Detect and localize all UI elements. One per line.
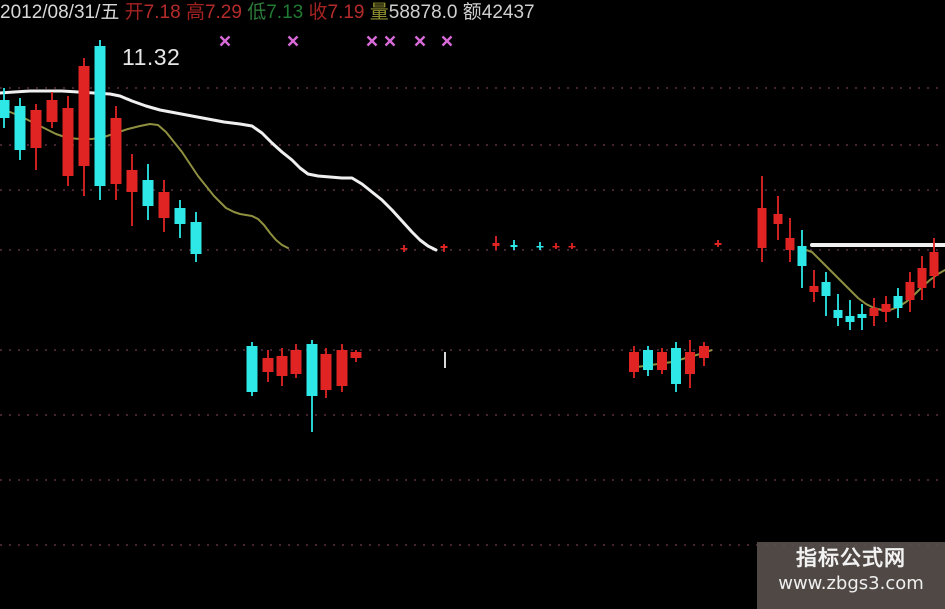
lower-left-candle-6	[336, 344, 348, 392]
main-candle-11	[174, 200, 186, 238]
right-candle-4	[809, 270, 819, 302]
right-candle-1	[773, 196, 783, 240]
lower-left-candle-5	[320, 348, 332, 398]
main-candle-2	[30, 104, 42, 170]
lower-left-candle-4	[306, 340, 318, 432]
site-watermark: 指标公式网 www.zbgs3.com	[757, 542, 945, 609]
main-candle-0	[0, 88, 10, 128]
kline-plot-area[interactable]	[0, 26, 945, 609]
marker-x-5	[441, 35, 453, 47]
right-candle-8	[857, 304, 867, 330]
quote-volume-label: 量	[369, 2, 389, 23]
lower-right-candle-0	[629, 346, 639, 378]
main-candle-4	[62, 96, 74, 186]
right-candle-6	[833, 294, 843, 326]
watermark-url: www.zbgs3.com	[778, 573, 924, 594]
marker-x-3	[384, 35, 396, 47]
middle-candle-4	[536, 242, 544, 250]
lower-right-candle-4	[685, 340, 695, 388]
quote-close-label: 收	[308, 2, 328, 23]
watermark-title: 指标公式网	[796, 546, 906, 570]
middle-candle-7	[714, 240, 722, 247]
MA-olive-left-line	[0, 109, 289, 249]
stray-marks-group	[444, 352, 446, 368]
quote-info-bar: 2012/08/31/五 开7.18 高7.29 低7.13 收7.19 量58…	[0, 0, 945, 26]
quote-open-value: 7.18	[143, 2, 181, 23]
quote-date: 2012/08/31/五	[0, 2, 120, 23]
middle-candle-6	[568, 243, 576, 249]
lower-right-candle-2	[657, 348, 667, 374]
main-candle-1	[14, 98, 26, 160]
right-candle-3	[797, 230, 807, 288]
lower-right-candle-1	[643, 346, 653, 376]
grid-lines-group	[0, 87, 945, 546]
main-candle-7	[110, 106, 122, 200]
right-candle-11	[893, 288, 903, 318]
right-candle-2	[785, 218, 795, 262]
quote-close-value: 7.19	[327, 2, 365, 23]
middle-candle-2	[492, 236, 500, 250]
quote-open-label: 开	[124, 2, 144, 23]
marker-x-1	[287, 35, 299, 47]
marker-x-0	[219, 35, 231, 47]
lower-left-candle-0	[246, 342, 258, 396]
price-label-11-32: 11.32	[122, 44, 181, 70]
main-candle-12	[190, 212, 202, 262]
quote-high-label: 高	[185, 2, 205, 23]
main-candle-3	[46, 92, 58, 128]
signal-markers-group	[219, 35, 453, 47]
middle-candle-0	[400, 245, 408, 252]
quote-amount-label: 额	[462, 2, 482, 23]
quote-high-value: 7.29	[204, 2, 242, 23]
lower-left-candle-2	[276, 348, 288, 386]
main-candle-10	[158, 180, 170, 232]
middle-candle-1	[440, 244, 448, 252]
marker-x-4	[414, 35, 426, 47]
MA-white-line	[0, 89, 438, 252]
right-candle-14	[929, 238, 939, 288]
lower-right-candle-5	[699, 342, 709, 366]
middle-candle-3	[510, 240, 518, 250]
right-candle-0	[757, 176, 767, 262]
quote-amount-value: 42437	[481, 2, 535, 23]
kline-svg	[0, 35, 945, 546]
lower-left-candle-3	[290, 344, 302, 378]
right-candle-7	[845, 300, 855, 330]
right-candle-12	[905, 272, 915, 312]
middle-candle-5	[552, 243, 560, 249]
quote-volume-value: 58878.0	[388, 2, 458, 23]
main-candle-9	[142, 164, 154, 220]
moving-average-group	[0, 89, 945, 369]
quote-low-value: 7.13	[266, 2, 304, 23]
right-candle-10	[881, 296, 891, 322]
marker-x-2	[366, 35, 378, 47]
right-candle-13	[917, 256, 927, 300]
lower-right-candle-3	[671, 342, 681, 392]
quote-low-label: 低	[247, 2, 267, 23]
stray-mark-0	[444, 352, 446, 368]
lower-left-candle-7	[350, 350, 362, 362]
main-candle-5	[78, 58, 90, 196]
right-candle-5	[821, 272, 831, 316]
lower-left-candle-1	[262, 350, 274, 382]
main-candle-8	[126, 154, 138, 226]
candlestick-group	[0, 40, 939, 432]
main-candle-6	[94, 40, 106, 200]
right-candle-9	[869, 298, 879, 326]
